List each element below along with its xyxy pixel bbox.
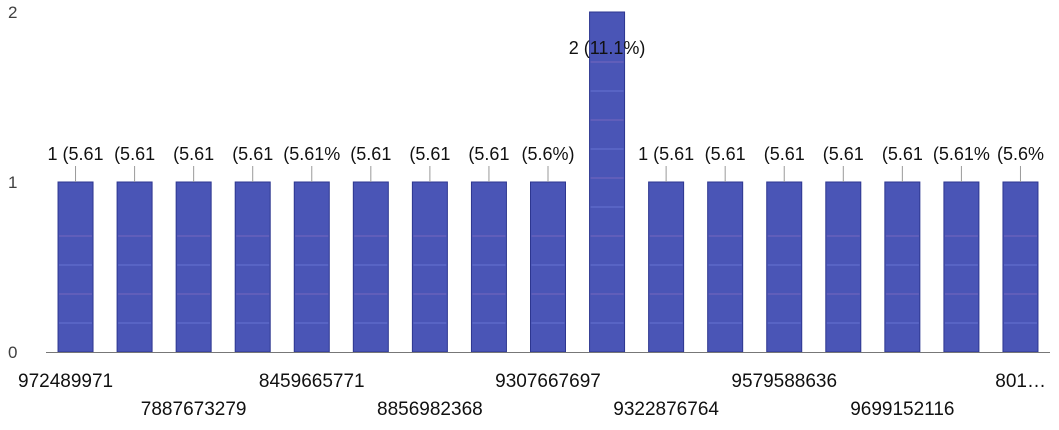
data-label-9: 2 (11.1%) [569,38,646,58]
x-tick-label-6: 9579588636 [731,371,837,392]
data-label-4: (5.61% [283,144,340,164]
data-label-7: (5.61 [468,144,509,164]
x-tick-label-7: 9699152116 [850,399,954,420]
bar-12[interactable] [766,181,803,353]
y-tick-label-2: 2 [8,3,17,22]
data-label-0: 1 (5.61 [48,144,104,164]
y-axis: 0 1 2 [8,3,17,362]
data-label-2: (5.61 [173,144,214,164]
x-tick-label-3: 8856982368 [377,399,483,420]
y-tick-label-0: 0 [8,343,17,362]
x-axis: 972489971 7887673279 8459665771 8856982368 9… [18,352,1050,420]
bar-2[interactable] [175,181,212,353]
data-label-13: (5.61 [823,144,864,164]
bar-7[interactable] [470,181,507,353]
data-label-11: (5.61 [705,144,746,164]
bar-13[interactable] [825,181,862,353]
bar-6[interactable] [411,181,448,353]
data-labels-group: 1 (5.61 (5.61 (5.61 (5.61 (5.61% (5.61 (5.61 (5… [48,38,1044,182]
x-tick-label-8: 801… [995,371,1046,392]
bar-16[interactable] [1002,181,1039,353]
y-tick-label-1: 1 [8,173,17,192]
data-label-5: (5.61 [350,144,391,164]
data-label-3: (5.61 [232,144,273,164]
data-label-8: (5.6%) [521,144,574,164]
bar-14[interactable] [884,181,921,353]
data-label-12: (5.61 [764,144,805,164]
bars-group [57,11,1039,353]
bar-3[interactable] [234,181,271,353]
x-tick-label-0: 972489971 [18,371,113,392]
data-label-14: (5.61 [882,144,923,164]
data-label-15: (5.61% [933,144,990,164]
bar-5[interactable] [352,181,389,353]
x-tick-label-5: 9322876764 [613,399,719,420]
data-label-16: (5.6% [997,144,1044,164]
x-tick-label-4: 9307667697 [495,371,601,392]
x-tick-label-2: 8459665771 [259,371,365,392]
bar-8[interactable] [530,181,566,353]
data-label-10: 1 (5.61 [638,144,694,164]
bar-11[interactable] [707,181,744,353]
bar-0[interactable] [57,181,94,353]
data-label-1: (5.61 [114,144,155,164]
bar-4[interactable] [293,181,330,353]
x-tick-label-1: 7887673279 [141,399,247,420]
bar-10[interactable] [648,181,685,353]
bar-1[interactable] [116,181,153,353]
data-label-6: (5.61 [409,144,450,164]
bar-15[interactable] [943,181,980,353]
bar-9[interactable] [589,11,626,353]
